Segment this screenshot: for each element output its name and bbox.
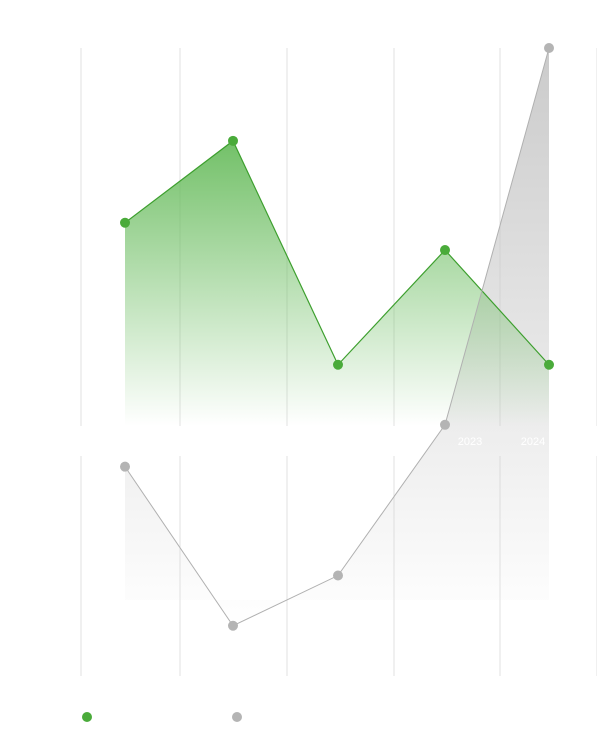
point-series-1-4[interactable] (544, 359, 554, 370)
point-series-1-3[interactable] (440, 245, 450, 256)
x-tick-label-2024: 2024 (521, 436, 545, 448)
legend-item-series-1[interactable] (82, 712, 98, 722)
area-series-1 (125, 140, 549, 426)
point-series-2-4[interactable] (544, 43, 554, 53)
point-series-2-1[interactable] (228, 620, 238, 631)
point-series-1-0[interactable] (120, 217, 130, 228)
legend-marker-series-1 (82, 712, 92, 722)
legend-marker-series-2 (232, 712, 242, 722)
area-series-2 (125, 48, 549, 626)
series-areas (125, 48, 549, 626)
point-series-2-2[interactable] (333, 570, 343, 581)
legend (82, 712, 248, 722)
point-series-1-1[interactable] (228, 135, 238, 146)
point-series-1-2[interactable] (333, 359, 343, 370)
x-tick-label-2023: 2023 (458, 436, 482, 448)
x-tick-labels: 2023 2024 (458, 436, 545, 448)
point-series-2-0[interactable] (120, 461, 130, 472)
point-series-2-3[interactable] (440, 419, 450, 430)
legend-item-series-2[interactable] (232, 712, 248, 722)
series-points (120, 43, 554, 631)
